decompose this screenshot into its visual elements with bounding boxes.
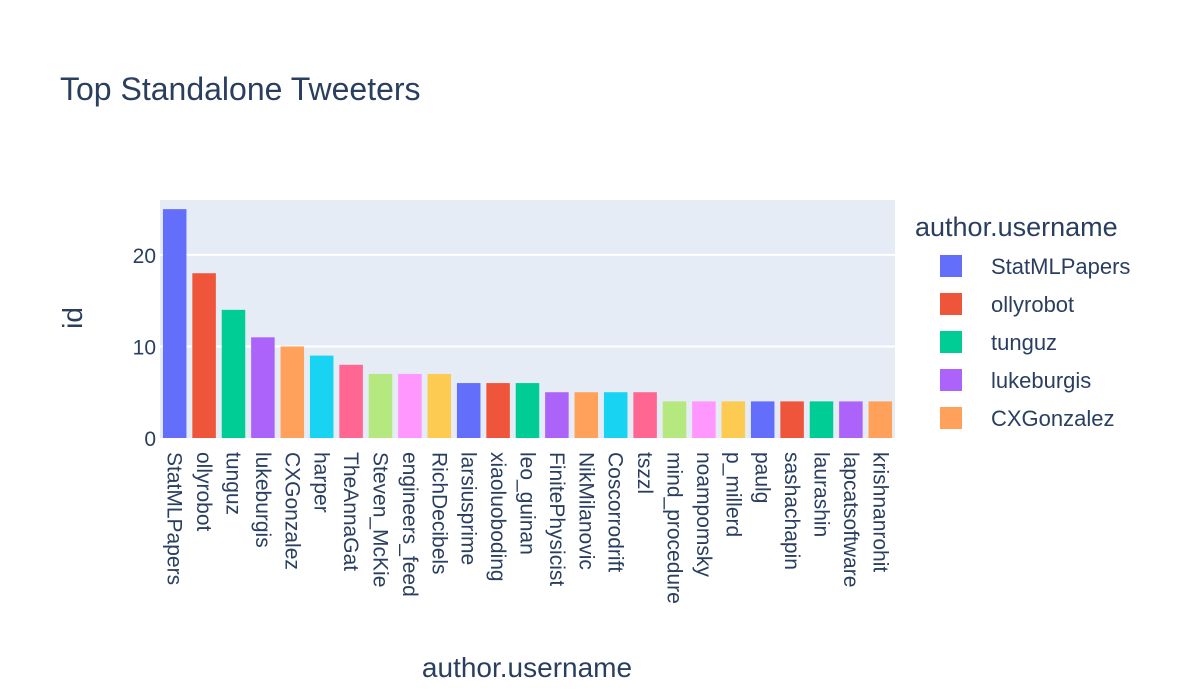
x-tick-label: lukeburgis [251,452,274,548]
legend-swatch [940,369,962,391]
x-tick-label: krishnanrohit [868,452,891,572]
x-tick-label: FinitePhysicist [545,452,568,586]
legend-item-ollyrobot[interactable]: ollyrobot [940,292,1074,317]
x-tick-label: RichDecibels [427,452,450,575]
legend-item-CXGonzalez[interactable]: CXGonzalez [940,406,1115,431]
legend-item-lukeburgis[interactable]: lukeburgis [940,368,1091,393]
bar-mind_procedure[interactable] [662,401,687,438]
legend-swatch [940,331,962,353]
x-tick-label: StatMLPapers [163,452,186,585]
x-tick-label: CXGonzalez [280,452,303,570]
bar-Coscorrodrift[interactable] [603,392,628,438]
x-tick-label: p_millerd [721,452,744,537]
bar-ollyrobot[interactable] [192,273,216,438]
legend-item-tunguz[interactable]: tunguz [940,330,1057,355]
bar-tunguz[interactable] [221,309,246,438]
x-tick-label: harper [310,452,333,513]
bar-engineers_feed[interactable] [398,373,422,438]
x-tick-label: laurashin [810,452,833,537]
legend-title: author.username [915,212,1118,242]
x-tick-label: Steven_McKie [369,452,392,587]
legend-swatch [940,407,962,429]
legend-label: lukeburgis [991,368,1091,393]
bar-p_millerd[interactable] [721,401,746,438]
bar-paulg[interactable] [750,401,775,438]
legend-swatch [940,293,962,315]
x-tick-label: sashachapin [780,452,803,570]
chart-title: Top Standalone Tweeters [60,71,421,107]
x-tick-label: noampomsky [692,452,715,577]
bar-xiaoluoboding[interactable] [486,383,510,438]
x-tick-label: tszzl [633,452,656,494]
x-tick-label: NikMilanovic [574,452,597,570]
legend[interactable]: StatMLPapers ollyrobot tunguz lukeburgis CXG… [940,254,1130,431]
bar-laurashin[interactable] [809,401,834,438]
x-tick-label: paulg [751,452,774,503]
bar-CXGonzalez[interactable] [280,346,305,438]
bar-noampomsky[interactable] [692,401,716,438]
bar-StatMLPapers[interactable] [162,209,187,438]
x-tick-label: lapcatsoftware [839,452,862,587]
x-tick-label: mind_procedure [663,452,686,604]
bars [162,209,893,438]
bar-lukeburgis[interactable] [251,337,275,438]
y-tick-label: 10 [133,336,156,359]
x-tick-labels: StatMLPapers ollyrobot tunguz lukeburgis CXG… [163,452,892,604]
x-tick-label: Coscorrodrift [604,452,627,572]
legend-label: CXGonzalez [991,406,1115,431]
x-tick-label: tunguz [222,452,245,515]
x-axis-title: author.username [422,652,632,683]
bar-TheAnnaGat[interactable] [339,364,363,438]
x-tick-label: engineers_feed [398,452,421,597]
y-axis-title: id [57,307,88,329]
bar-harper[interactable] [309,355,334,438]
bar-NikMilanovic[interactable] [574,392,599,438]
bar-krishnanrohit[interactable] [868,401,893,438]
bar-FinitePhysicist[interactable] [545,392,569,438]
legend-swatch [940,255,962,277]
x-tick-label: TheAnnaGat [339,452,362,571]
legend-label: tunguz [991,330,1057,355]
x-tick-label: xiaoluoboding [486,452,509,582]
bar-Steven_McKie[interactable] [368,373,393,438]
bar-sashachapin[interactable] [780,401,804,438]
bar-tszzl[interactable] [633,392,657,438]
y-tick-label: 0 [144,428,156,451]
bar-larsiusprime[interactable] [456,383,481,438]
x-tick-label: leo_guinan [516,452,539,555]
bar-leo_guinan[interactable] [515,383,540,438]
y-tick-label: 20 [133,245,156,268]
bar-lapcatsoftware[interactable] [839,401,863,438]
legend-label: StatMLPapers [991,254,1130,279]
legend-item-StatMLPapers[interactable]: StatMLPapers [940,254,1130,279]
legend-label: ollyrobot [991,292,1074,317]
x-tick-label: larsiusprime [457,452,480,565]
y-tick-labels: 0 10 20 [133,245,156,451]
x-tick-label: ollyrobot [192,452,215,532]
bar-RichDecibels[interactable] [427,373,452,438]
